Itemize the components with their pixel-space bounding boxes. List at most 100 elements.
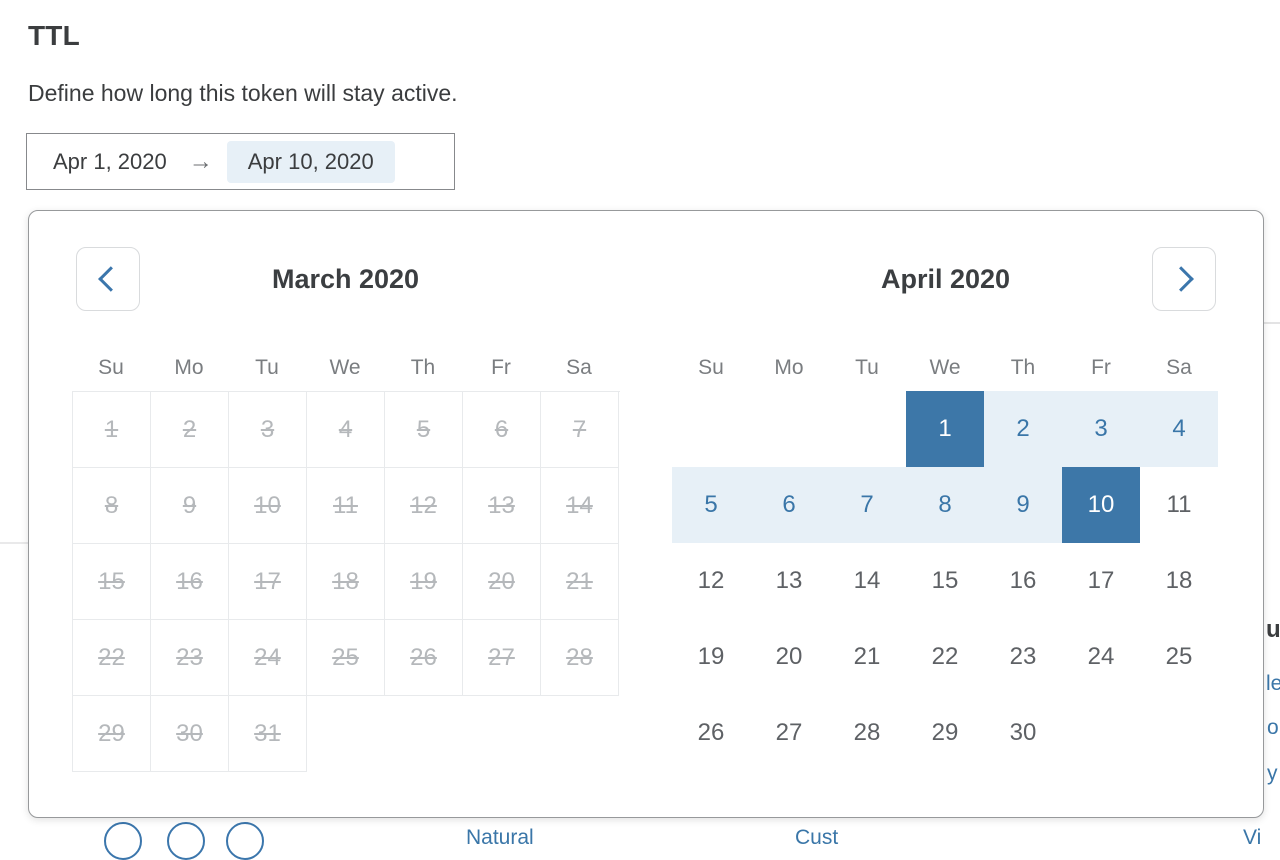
empty-day-cell [828,391,906,467]
radio-circle[interactable] [167,822,205,860]
day-cell-17: 17 [229,544,307,620]
day-cell-30[interactable]: 30 [1009,719,1037,746]
day-cell-26: 26 [385,620,463,696]
day-cell-29[interactable]: 29 [931,719,959,746]
day-cell-21[interactable]: 21 [853,643,881,670]
page-title: TTL [28,20,80,51]
day-cell-18: 18 [307,544,385,620]
day-cell-5[interactable]: 5 [672,467,750,543]
day-cell-31: 31 [229,696,307,772]
weekday-label: Fr [491,356,511,379]
calendar-month-panel-april: April 2020 Su Mo Tu We Th Fr Sa 1 2 3 4 5 6 7 8 9 10 11 1… [672,247,1219,771]
day-cell-15: 15 [73,544,151,620]
radio-circle[interactable] [104,822,142,860]
day-cell-5: 5 [385,392,463,468]
empty-day-cell [750,391,828,467]
day-cell-21: 21 [541,544,619,620]
day-cell-23[interactable]: 23 [1009,643,1037,670]
radio-circle[interactable] [226,822,264,860]
day-grid-march: 1 2 3 4 5 6 7 8 9 10 11 12 13 14 15 16 17 18 19 20 21 22 23 24 2… [72,391,620,772]
day-cell-6: 6 [463,392,541,468]
day-cell-25: 25 [307,620,385,696]
day-cell-10[interactable]: 10 [1062,467,1140,543]
day-cell-13[interactable]: 13 [775,567,803,594]
background-link-fragment[interactable]: Vi [1243,826,1262,849]
day-cell-6[interactable]: 6 [750,467,828,543]
day-cell-9[interactable]: 9 [984,467,1062,543]
background-link-fragment[interactable]: le [1266,672,1280,695]
background-link-fragment[interactable]: o [1267,716,1279,739]
page-description: Define how long this token will stay act… [28,80,458,106]
weekday-label: Sa [1166,356,1192,379]
date-range-input[interactable]: Apr 1, 2020 → Apr 10, 2020 [26,133,455,190]
weekday-label: Th [410,356,436,379]
next-month-button[interactable] [1152,247,1216,311]
day-cell-25[interactable]: 25 [1165,643,1193,670]
weekday-label: Tu [255,356,279,379]
day-cell-9: 9 [151,468,229,544]
prev-month-button[interactable] [76,247,140,311]
arrow-right-icon: → [188,147,213,175]
empty-day-cell [672,391,750,467]
day-cell-27[interactable]: 27 [775,719,803,746]
background-divider-left [0,542,29,544]
day-cell-4[interactable]: 4 [1140,391,1218,467]
end-date-value[interactable]: Apr 10, 2020 [226,140,395,183]
day-cell-30: 30 [151,696,229,772]
day-cell-17[interactable]: 17 [1087,567,1115,594]
background-divider-right [1264,322,1280,324]
day-cell-23: 23 [151,620,229,696]
day-cell-8: 8 [73,468,151,544]
day-cell-15[interactable]: 15 [931,567,959,594]
day-cell-11: 11 [307,468,385,544]
weekday-label: Tu [855,356,879,379]
start-date-value[interactable]: Apr 1, 2020 [53,148,167,174]
weekday-label: Mo [174,356,204,379]
day-cell-19[interactable]: 19 [697,643,725,670]
day-cell-24[interactable]: 24 [1087,643,1115,670]
month-title: March 2020 [271,264,420,294]
day-cell-1[interactable]: 1 [906,391,984,467]
day-cell-27: 27 [463,620,541,696]
day-cell-2: 2 [151,392,229,468]
day-cell-8[interactable]: 8 [906,467,984,543]
day-cell-24: 24 [229,620,307,696]
day-cell-20[interactable]: 20 [775,643,803,670]
day-cell-28[interactable]: 28 [853,719,881,746]
day-cell-22[interactable]: 22 [931,643,959,670]
day-cell-16[interactable]: 16 [1009,567,1037,594]
day-cell-7[interactable]: 7 [828,467,906,543]
weekday-label: We [329,356,361,379]
weekday-label: We [929,356,961,379]
day-cell-2[interactable]: 2 [984,391,1062,467]
month-title: April 2020 [880,264,1011,294]
day-cell-18[interactable]: 18 [1165,567,1193,594]
weekday-label: Su [698,356,724,379]
day-cell-22: 22 [73,620,151,696]
date-picker-popup: March 2020 Su Mo Tu We Th Fr Sa 1 2 3 4 5 6 7 8 9 10 11 1… [28,210,1264,818]
day-cell-3: 3 [229,392,307,468]
background-link-fragment[interactable]: Cust [795,826,839,849]
day-cell-16: 16 [151,544,229,620]
day-cell-14[interactable]: 14 [853,567,881,594]
day-cell-11[interactable]: 11 [1166,491,1192,518]
day-cell-4: 4 [307,392,385,468]
day-cell-28: 28 [541,620,619,696]
day-cell-29: 29 [73,696,151,772]
day-cell-19: 19 [385,544,463,620]
background-link-fragment[interactable]: Natural [466,826,534,849]
day-cell-12: 12 [385,468,463,544]
background-link-fragment[interactable]: y [1267,762,1278,785]
background-heading-fragment: u [1266,616,1280,643]
day-cell-12[interactable]: 12 [697,567,725,594]
day-cell-20: 20 [463,544,541,620]
weekday-label: Th [1010,356,1036,379]
day-cell-1: 1 [73,392,151,468]
day-cell-14: 14 [541,468,619,544]
day-cell-10: 10 [229,468,307,544]
day-cell-26[interactable]: 26 [697,719,725,746]
weekday-label: Su [98,356,124,379]
weekday-label: Sa [566,356,592,379]
day-cell-3[interactable]: 3 [1062,391,1140,467]
weekday-label: Fr [1091,356,1111,379]
